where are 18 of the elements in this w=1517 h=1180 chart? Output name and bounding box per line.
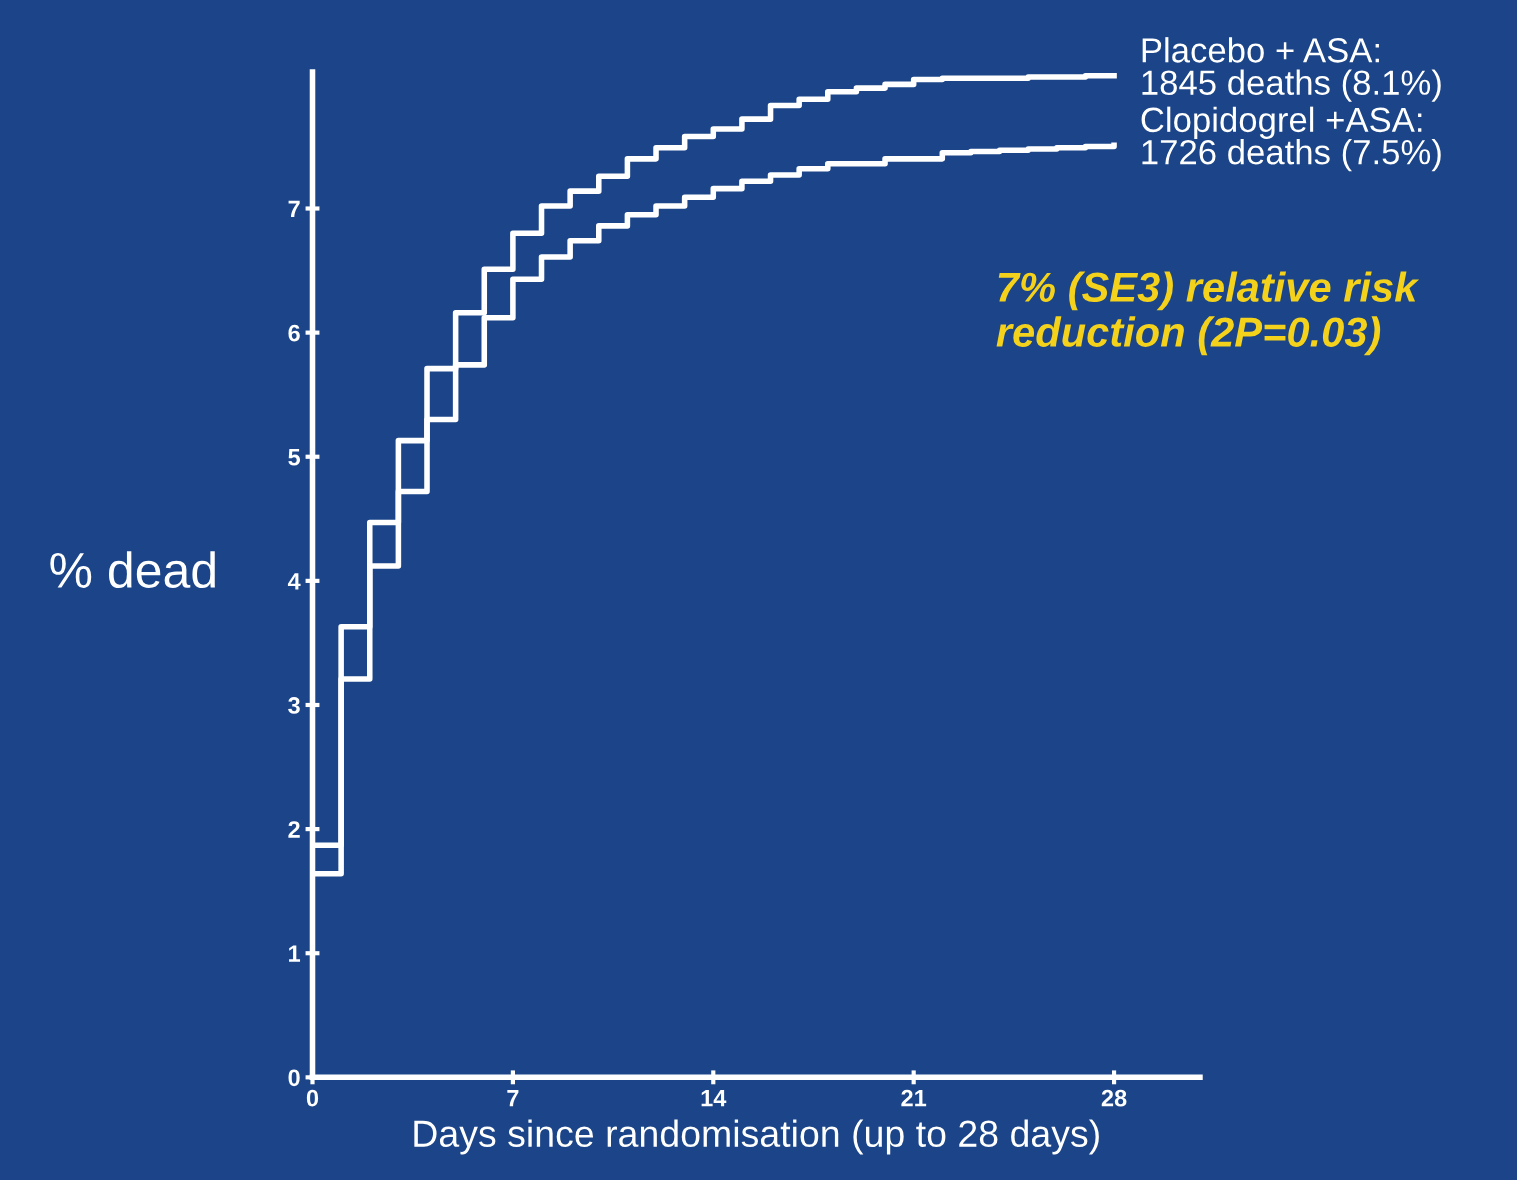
x-tick-label: 0 — [306, 1089, 319, 1107]
x-tick-label: 14 — [701, 1090, 727, 1107]
x-axis-title: Days since randomisation (up to 28 days) — [414, 1119, 1099, 1155]
y-tick-label: 7 — [288, 200, 300, 218]
annotation: 7% (SE3) relative risk reduction (2P=0.03) — [996, 271, 1420, 356]
x-tick-label: 7 — [507, 1090, 519, 1107]
y-tick-label: 2 — [288, 821, 300, 838]
y-tick-label: 4 — [287, 573, 301, 590]
x-tick-label: 21 — [901, 1089, 927, 1107]
x-tick-label: 28 — [1101, 1089, 1127, 1107]
y-axis-title: % dead — [50, 551, 215, 589]
y-tick-label: 5 — [288, 449, 301, 466]
y-tick-label: 3 — [288, 697, 300, 714]
series-label: Clopidogrel +ASA: 1726 deaths (7.5%) — [1141, 106, 1441, 172]
series-label: Placebo + ASA: 1845 deaths (8.1%) — [1142, 37, 1441, 102]
y-tick-label: 0 — [288, 1069, 300, 1087]
y-tick-label: 1 — [289, 945, 301, 962]
y-tick-label: 6 — [288, 324, 300, 342]
